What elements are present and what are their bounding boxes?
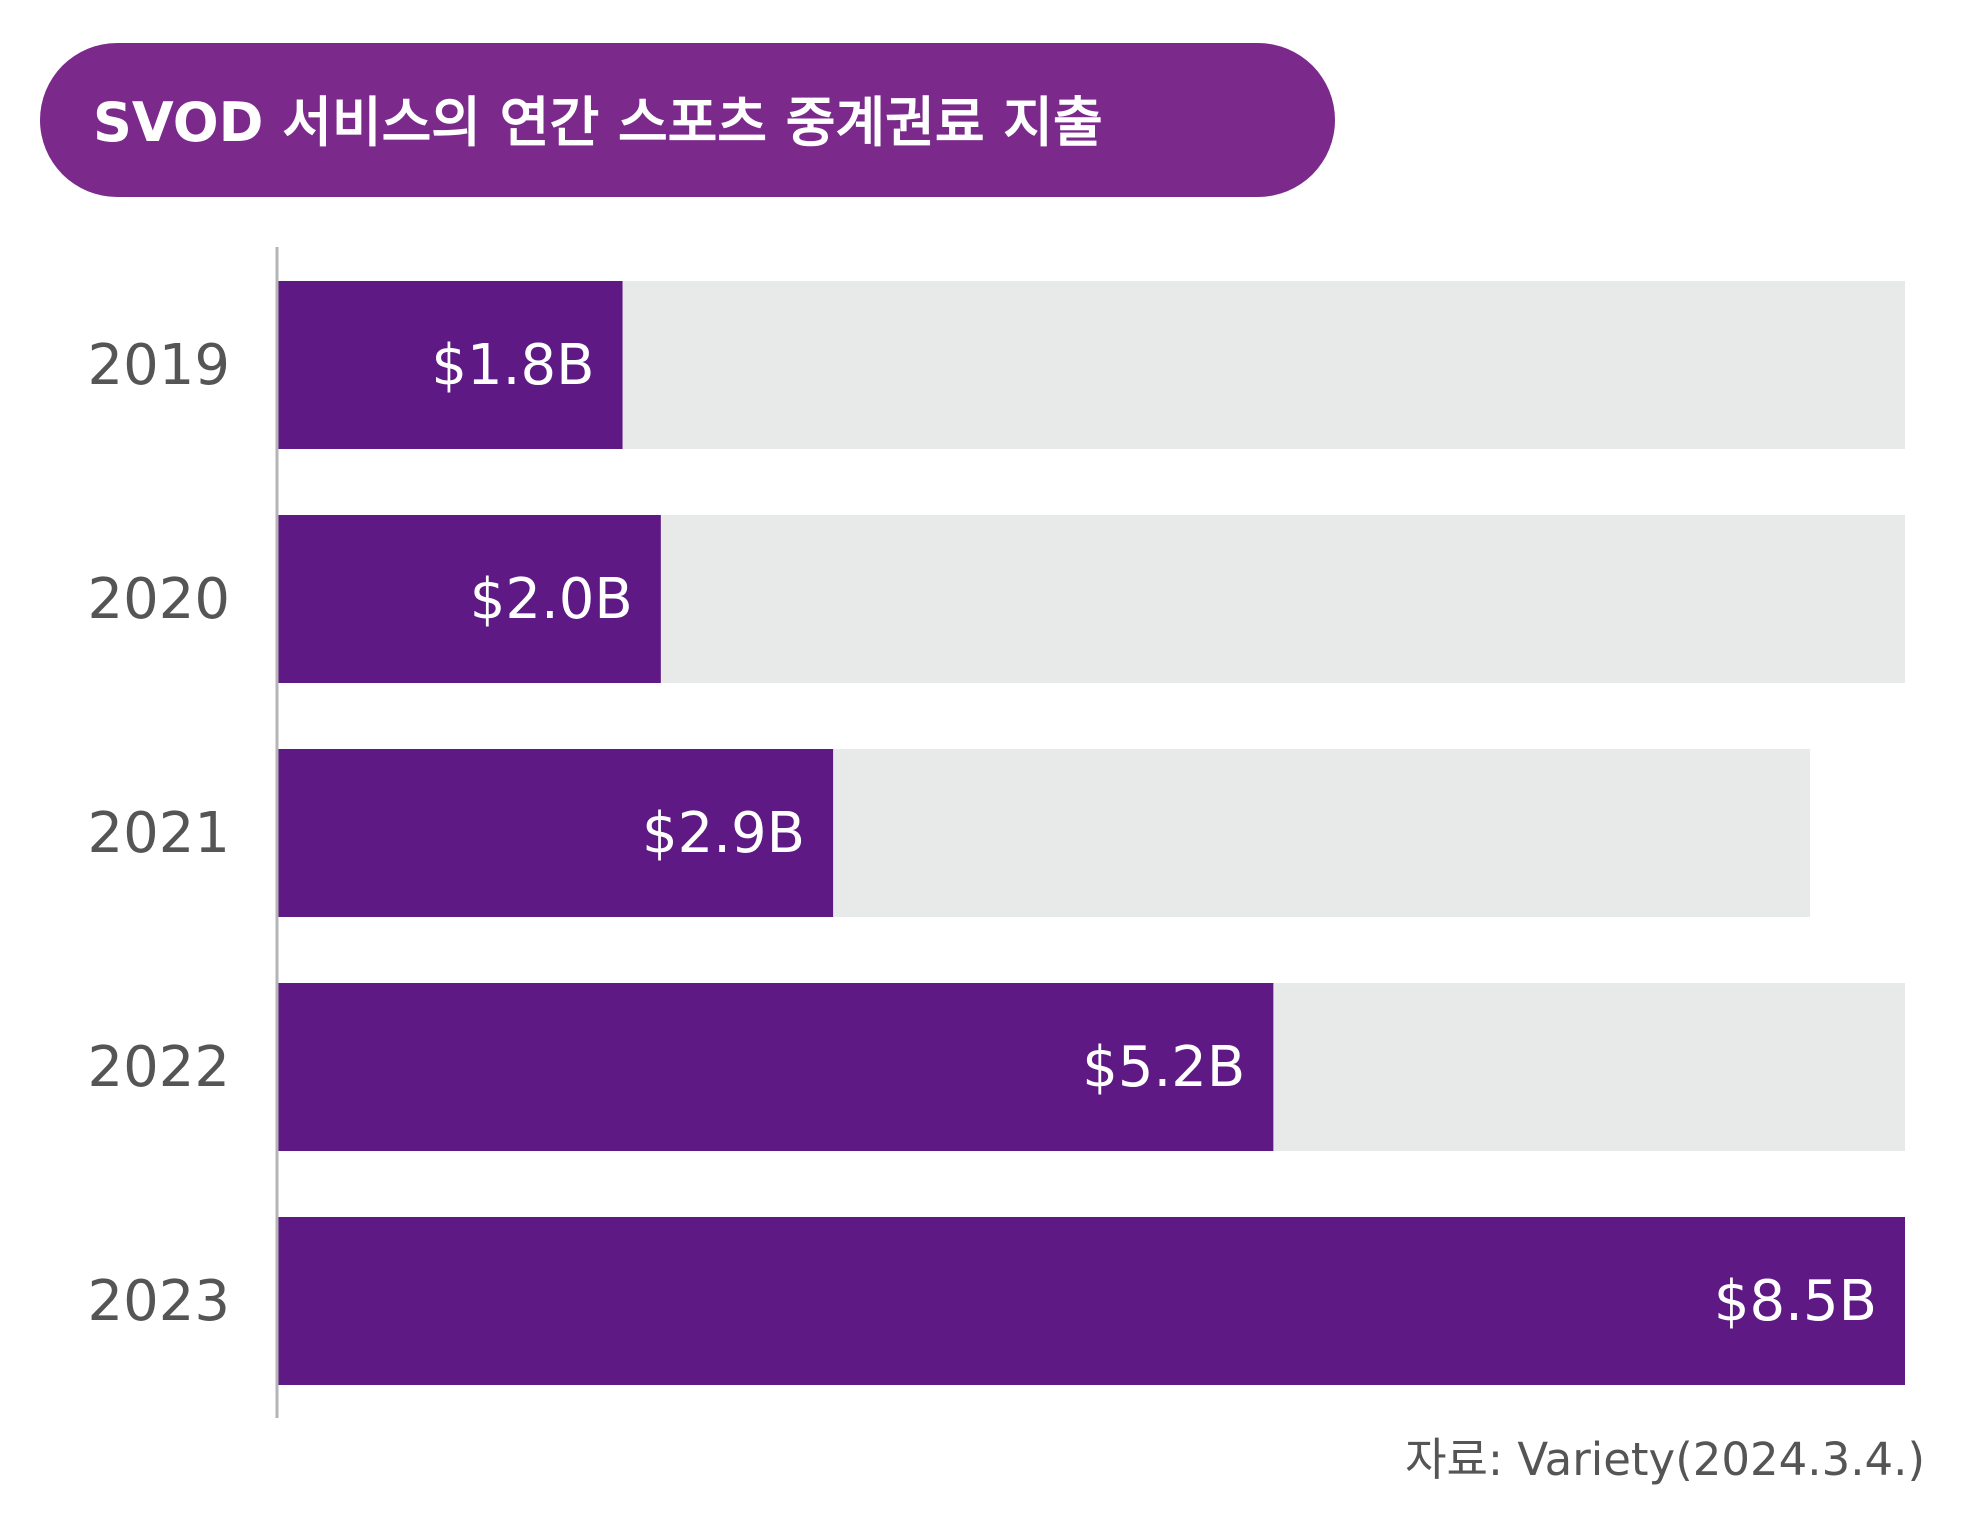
year-label: 2023 (87, 1269, 230, 1334)
value-label: $2.9B (642, 801, 805, 866)
bar-2021 (278, 749, 834, 917)
year-label: 2020 (87, 567, 230, 632)
year-label: 2019 (87, 333, 230, 398)
bar-2020 (278, 515, 661, 683)
value-label: $8.5B (1714, 1269, 1877, 1334)
bar-2019 (278, 281, 623, 449)
value-label: $2.0B (470, 567, 633, 632)
value-label: $1.8B (431, 333, 594, 398)
bar-2022 (278, 983, 1274, 1151)
title-pill (40, 43, 1335, 197)
year-label: 2022 (87, 1035, 230, 1100)
year-label: 2021 (87, 801, 230, 866)
chart-title: SVOD 서비스의 연간 스포츠 중계권료 지출 (93, 91, 1103, 154)
value-label: $5.2B (1082, 1035, 1245, 1100)
bar-2023 (278, 1217, 1905, 1385)
bar-rows: 2019 $1.8B 2020 $2.0B 2021 $2.9B 2022 $5.2B 2023… (87, 281, 1905, 1385)
source-note: 자료: Variety(2024.3.4.) (1405, 1433, 1925, 1486)
